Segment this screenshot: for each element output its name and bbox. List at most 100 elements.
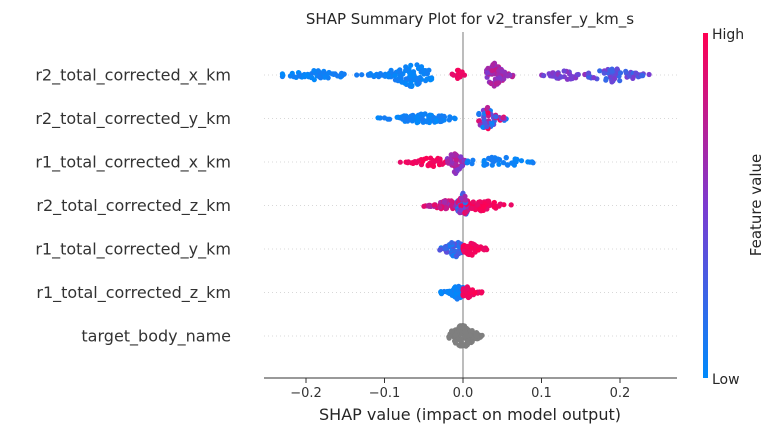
shap-point [489,68,495,74]
shap-point [601,70,607,76]
shap-point [597,68,603,74]
shap-point [304,72,310,79]
shap-point [508,202,514,208]
shap-point [437,156,443,162]
shap-point [374,72,380,78]
shap-point [488,80,494,87]
chart-title: SHAP Summary Plot for v2_transfer_y_km_s [306,10,634,29]
shap-point [443,245,449,251]
shap-point [454,296,460,302]
shap-point [481,157,487,164]
shap-point [429,76,435,82]
shap-point [458,69,464,75]
feature-label: r1_total_corrected_x_km [35,153,231,173]
colorbar-title: Feature value [747,154,765,256]
shap-point [499,68,505,74]
shap-point [414,62,420,68]
shap-point [614,66,620,72]
shap-point [411,72,417,78]
shap-point [485,104,491,111]
shap-point [447,333,453,339]
shap-point [315,68,321,74]
shap-point [460,292,466,298]
shap-point [448,198,454,204]
shap-point [451,115,457,121]
shap-point [493,114,499,120]
colorbar-gradient [703,33,708,378]
shap-point [488,157,495,163]
shap-point [496,161,502,167]
shap-point [453,157,459,163]
shap-point [617,70,624,76]
shap-point [448,203,455,209]
shap-point [633,70,639,76]
feature-label: r1_total_corrected_y_km [35,240,231,260]
shap-point [484,70,490,76]
shap-point [609,68,615,74]
x-tick-label: 0.0 [453,386,474,401]
shap-point [279,71,285,77]
shap-point [443,204,449,211]
shap-point [410,160,416,166]
shap-point [482,120,488,126]
shap-point [453,152,459,158]
shap-point [430,158,436,164]
shap-point [470,199,476,205]
shap-point [630,74,636,80]
beeswarm-points [279,60,652,349]
shap-point [458,336,464,342]
row-gridlines [264,74,677,337]
shap-point [476,118,482,124]
shap-point [441,199,447,205]
x-axis: −0.2 −0.1 0.0 0.1 0.2 SHAP value (impact on … [264,377,677,424]
shap-point [505,162,511,168]
shap-point [334,73,341,79]
shap-point [424,76,430,82]
shap-point [465,158,471,164]
shap-point [452,338,458,344]
shap-point [466,340,472,346]
shap-point [424,119,430,125]
shap-point [541,73,547,79]
shap-point [458,195,464,201]
shap-point [474,333,480,339]
shap-point [416,158,422,164]
shap-point [438,118,444,124]
shap-point [388,68,394,75]
shap-point [476,111,482,117]
shap-point [514,156,520,162]
shap-point [405,159,411,165]
x-axis-label: SHAP value (impact on model output) [319,405,621,424]
shap-point [500,115,506,121]
shap-point [457,74,463,80]
shap-point [591,75,597,81]
shap-point [416,80,422,86]
shap-point [470,157,476,163]
x-tick-label: 0.1 [531,386,552,401]
shap-point [462,197,468,203]
shap-point [465,294,471,300]
shap-point [603,76,609,82]
shap-point [453,253,459,259]
x-tick-label: 0.2 [610,386,631,401]
shap-point [421,203,427,209]
shap-point [496,80,502,86]
shap-point [453,332,459,338]
shap-point [469,252,475,258]
shap-point [569,73,575,80]
shap-point [449,328,455,334]
shap-point [458,154,464,160]
shap-point [437,204,443,210]
shap-point [441,113,447,119]
shap-point [417,74,423,81]
shap-point [433,118,439,124]
shap-point [626,73,632,79]
shap-point [575,71,581,78]
colorbar-low-label: Low [712,372,740,388]
shap-point [375,115,381,121]
shap-point [481,246,487,253]
shap-point [329,71,335,77]
shap-point [495,156,501,162]
shap-point [617,78,623,84]
